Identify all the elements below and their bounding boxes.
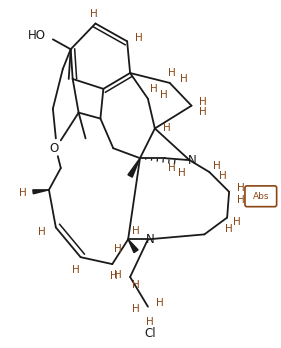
Text: H: H xyxy=(213,161,221,171)
Text: H: H xyxy=(237,183,245,193)
Text: H: H xyxy=(180,74,187,84)
Text: H: H xyxy=(146,317,154,326)
Text: H: H xyxy=(90,9,97,18)
Text: H: H xyxy=(150,84,158,94)
Text: Abs: Abs xyxy=(253,192,269,201)
Text: H: H xyxy=(110,271,118,281)
Text: H: H xyxy=(163,124,171,133)
Text: H: H xyxy=(168,163,176,173)
Text: Cl: Cl xyxy=(144,327,156,340)
FancyBboxPatch shape xyxy=(245,186,277,207)
Text: H: H xyxy=(160,90,168,100)
Text: H: H xyxy=(225,224,233,235)
Text: HO: HO xyxy=(28,29,46,42)
Text: N: N xyxy=(146,233,154,246)
Text: O: O xyxy=(49,142,58,155)
Text: H: H xyxy=(237,195,245,205)
Text: H: H xyxy=(114,244,122,254)
Text: H: H xyxy=(178,168,185,178)
Polygon shape xyxy=(33,190,49,194)
Polygon shape xyxy=(128,239,138,253)
Text: H: H xyxy=(168,68,176,78)
Text: H: H xyxy=(114,270,122,280)
Text: H: H xyxy=(156,298,164,308)
Text: H: H xyxy=(135,33,143,44)
Text: H: H xyxy=(200,97,207,107)
Text: H: H xyxy=(132,280,140,290)
Text: H: H xyxy=(72,265,80,275)
Text: N: N xyxy=(188,153,197,167)
Text: H: H xyxy=(219,171,227,181)
Text: H: H xyxy=(233,216,241,227)
Text: H: H xyxy=(200,106,207,117)
Polygon shape xyxy=(128,158,140,177)
Text: H: H xyxy=(19,188,27,198)
Text: H: H xyxy=(132,227,140,236)
Text: H: H xyxy=(132,304,140,314)
Text: H: H xyxy=(38,227,46,237)
